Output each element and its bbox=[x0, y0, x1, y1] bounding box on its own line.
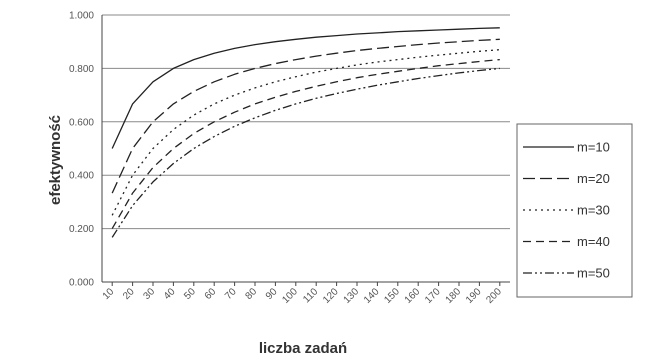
y-axis-title: efektywność bbox=[47, 115, 64, 205]
legend-label: m=30 bbox=[577, 203, 610, 218]
x-tick-label: 150 bbox=[382, 286, 402, 306]
series-line-m-20 bbox=[111, 38, 500, 194]
y-tick-label: 0.400 bbox=[69, 171, 94, 182]
x-tick-label: 200 bbox=[484, 286, 504, 306]
x-tick-labels: 10 20 30 40 50 60 70 80 90 100 110 120 130 140 150 160 1… bbox=[101, 286, 505, 306]
x-tick-label: 170 bbox=[423, 286, 443, 306]
x-tick-label: 160 bbox=[403, 286, 423, 306]
axes bbox=[101, 15, 510, 286]
legend-label: m=20 bbox=[577, 171, 610, 186]
x-tick-label: 40 bbox=[162, 286, 178, 302]
x-tick-label: 10 bbox=[101, 286, 117, 302]
legend: m=10 m=20 m=30 m=40 m=50 bbox=[516, 123, 633, 298]
x-tick-label: 140 bbox=[362, 286, 382, 306]
y-tick-label: 1.000 bbox=[69, 11, 94, 22]
x-tick-label: 110 bbox=[301, 286, 320, 305]
x-tick-label: 30 bbox=[141, 286, 157, 302]
y-tick-label: 0.200 bbox=[69, 224, 94, 235]
y-tick-label: 0.000 bbox=[69, 278, 94, 289]
x-tick-label: 20 bbox=[121, 286, 137, 302]
x-tick-label: 120 bbox=[321, 286, 341, 306]
x-tick-label: 70 bbox=[223, 286, 239, 302]
x-tick-label: 60 bbox=[203, 286, 219, 302]
x-tick-label: 90 bbox=[264, 286, 280, 302]
x-tick-label: 50 bbox=[182, 286, 198, 302]
y-tick-label: 0.600 bbox=[69, 117, 94, 128]
x-tick-label: 190 bbox=[464, 286, 484, 306]
series-line-m-10 bbox=[111, 27, 500, 149]
y-tick-label: 0.800 bbox=[69, 64, 94, 75]
legend-label: m=10 bbox=[577, 140, 610, 155]
y-tick-labels: 0.000 0.200 0.400 0.600 0.800 1.000 bbox=[69, 11, 94, 289]
series-lines bbox=[111, 27, 500, 238]
series-line-m-40 bbox=[111, 58, 500, 229]
legend-label: m=40 bbox=[577, 234, 610, 249]
x-tick-label: 180 bbox=[444, 286, 464, 306]
x-tick-label: 80 bbox=[243, 286, 259, 302]
legend-box bbox=[516, 123, 633, 298]
series-line-m-50 bbox=[111, 67, 500, 238]
grid-lines bbox=[102, 14, 510, 283]
x-tick-label: 100 bbox=[280, 286, 300, 306]
x-tick-label: 130 bbox=[342, 286, 362, 306]
x-axis-title: liczba zadań bbox=[259, 340, 347, 357]
legend-items: m=10 m=20 m=30 m=40 m=50 bbox=[523, 140, 610, 281]
legend-label: m=50 bbox=[577, 266, 610, 281]
